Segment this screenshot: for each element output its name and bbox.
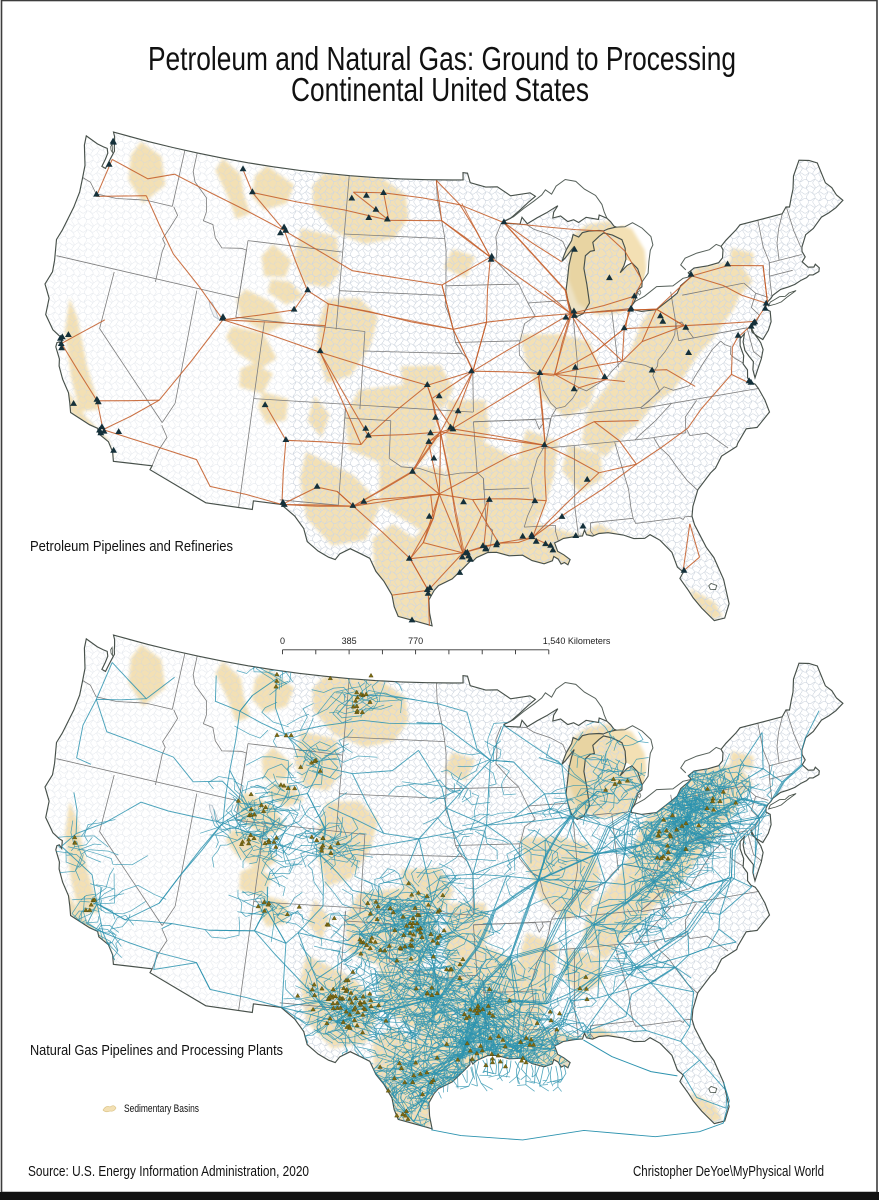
svg-text:385: 385: [342, 636, 357, 646]
svg-text:770: 770: [408, 636, 423, 646]
svg-text:Christopher DeYoe\MyPhysical W: Christopher DeYoe\MyPhysical World: [633, 1164, 824, 1180]
svg-text:Source: U.S. Energy Informatio: Source: U.S. Energy Information Administ…: [28, 1164, 309, 1180]
svg-text:Natural Gas Pipelines and Proc: Natural Gas Pipelines and Processing Pla…: [30, 1042, 283, 1059]
svg-text:1,540 Kilometers: 1,540 Kilometers: [543, 636, 611, 646]
svg-text:0: 0: [280, 636, 285, 646]
svg-text:Continental United States: Continental United States: [291, 71, 589, 108]
svg-text:Petroleum Pipelines and Refine: Petroleum Pipelines and Refineries: [30, 538, 233, 555]
svg-text:Sedimentary Basins: Sedimentary Basins: [124, 1103, 199, 1115]
svg-text:Petroleum and Natural Gas: Gro: Petroleum and Natural Gas: Ground to Pro…: [148, 40, 736, 77]
